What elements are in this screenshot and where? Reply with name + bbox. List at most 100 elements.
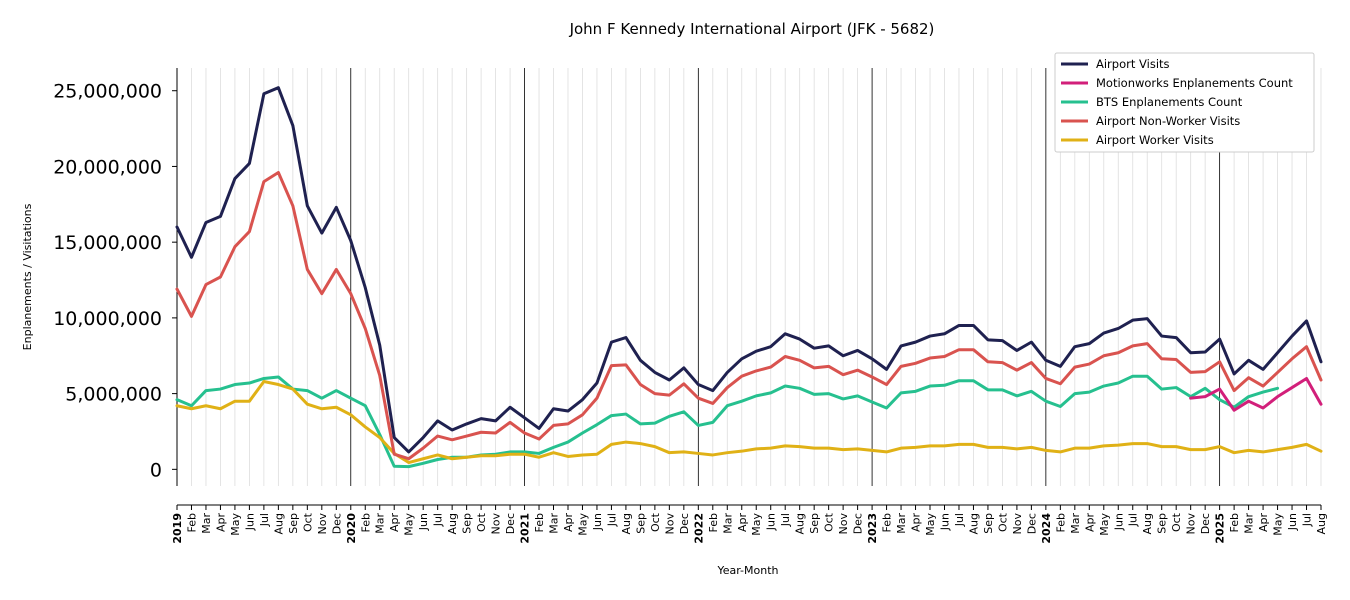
x-tick-label: Jun — [243, 513, 256, 531]
y-tick-label: 5,000,000 — [65, 384, 162, 406]
x-tick-label: Apr — [214, 513, 227, 533]
x-tick-label: Jul — [1301, 513, 1314, 527]
x-tick-label: Feb — [881, 513, 894, 532]
x-tick-label: May — [1098, 513, 1111, 536]
y-tick-label: 15,000,000 — [53, 232, 162, 254]
series-line-airport-visits — [175, 86, 1323, 454]
x-tick-label: May — [924, 513, 937, 536]
x-tick-label: Jul — [258, 513, 271, 527]
x-tick-label: Mar — [548, 513, 561, 534]
series-line-motionworks-enplanements-count — [1189, 376, 1323, 412]
x-tick-label: Mar — [721, 513, 734, 534]
x-tick-label: Dec — [852, 513, 865, 534]
y-axis-label: Enplanements / Visitations — [21, 203, 34, 350]
x-tick-label: Apr — [562, 513, 575, 533]
x-tick-label: Jun — [1286, 513, 1299, 531]
y-tick-label: 25,000,000 — [53, 81, 162, 103]
y-tick-label: 10,000,000 — [53, 308, 162, 330]
x-tick-label: 2021 — [519, 513, 532, 544]
x-tick-label: Aug — [1315, 513, 1328, 534]
y-tick-label: 0 — [150, 459, 162, 481]
x-tick-label: Mar — [1069, 513, 1082, 534]
x-tick-label: Aug — [794, 513, 807, 534]
x-tick-label: Apr — [736, 513, 749, 533]
x-tick-label: May — [229, 513, 242, 536]
y-axis-ticks: 0 5,000,000 10,000,000 15,000,000 20,000,000… — [53, 81, 177, 481]
x-tick-label: Sep — [634, 513, 647, 534]
x-tick-label: Feb — [359, 513, 372, 532]
legend-label: BTS Enplanements Count — [1096, 95, 1243, 109]
x-tick-label: Apr — [388, 513, 401, 533]
x-tick-label: Jun — [591, 513, 604, 531]
x-tick-label: Jul — [432, 513, 445, 527]
x-tick-label: Aug — [967, 513, 980, 534]
x-tick-label: Feb — [707, 513, 720, 532]
x-tick-label: Jun — [938, 513, 951, 531]
x-tick-label: Dec — [678, 513, 691, 534]
x-tick-label: Oct — [649, 512, 662, 532]
x-tick-label: Mar — [1243, 513, 1256, 534]
legend-box — [1054, 52, 1315, 153]
x-tick-label: 2019 — [171, 513, 184, 544]
x-tick-label: Feb — [1054, 513, 1067, 532]
x-tick-label: Aug — [272, 513, 285, 534]
x-tick-label: Aug — [620, 513, 633, 534]
x-tick-label: Feb — [185, 513, 198, 532]
x-tick-label: Mar — [200, 513, 213, 534]
y-tick-label: 20,000,000 — [53, 156, 162, 178]
x-tick-label: 2025 — [1214, 513, 1227, 544]
x-tick-label: Jun — [765, 513, 778, 531]
x-tick-label: Nov — [1011, 513, 1024, 535]
series-line-airport-worker-visits — [175, 380, 1323, 465]
x-tick-label: May — [1272, 513, 1285, 536]
x-tick-label: 2020 — [345, 513, 358, 544]
x-tick-label: Dec — [1025, 513, 1038, 534]
series-lines — [175, 86, 1323, 469]
x-tick-label: Jun — [417, 513, 430, 531]
x-tick-label: Nov — [663, 513, 676, 535]
x-tick-label: Sep — [287, 513, 300, 534]
x-tick-label: Sep — [461, 513, 474, 534]
legend: Airport Visits Motionworks Enplanements C… — [1054, 52, 1315, 153]
x-tick-label: May — [750, 513, 763, 536]
legend-label: Airport Visits — [1096, 57, 1170, 71]
x-tick-label: Apr — [1083, 513, 1096, 533]
x-tick-label: Dec — [330, 513, 343, 534]
x-tick-label: Dec — [504, 513, 517, 534]
x-tick-label: Aug — [446, 513, 459, 534]
x-tick-label: Sep — [982, 513, 995, 534]
x-tick-label: Apr — [1257, 513, 1270, 533]
x-tick-label: Oct — [823, 512, 836, 532]
legend-label: Motionworks Enplanements Count — [1096, 76, 1293, 90]
x-tick-label: Apr — [910, 513, 923, 533]
x-tick-label: Oct — [301, 512, 314, 532]
x-axis-label: Year-Month — [716, 564, 778, 577]
x-tick-label: Jun — [1112, 513, 1125, 531]
x-tick-label: Jul — [1127, 513, 1140, 527]
x-tick-label: Sep — [808, 513, 821, 534]
x-tick-label: Oct — [1170, 512, 1183, 532]
x-tick-label: Dec — [1199, 513, 1212, 534]
x-tick-label: Feb — [1228, 513, 1241, 532]
legend-label: Airport Worker Visits — [1096, 133, 1214, 147]
x-tick-label: May — [576, 513, 589, 536]
x-tick-label: Oct — [996, 512, 1009, 532]
x-tick-label: Jul — [605, 513, 618, 527]
x-tick-label: Mar — [895, 513, 908, 534]
chart-title: John F Kennedy International Airport (JF… — [569, 20, 935, 38]
legend-label: Airport Non-Worker Visits — [1096, 114, 1240, 128]
x-tick-label: Feb — [533, 513, 546, 532]
x-tick-label: Nov — [316, 513, 329, 535]
x-tick-label: Nov — [837, 513, 850, 535]
x-tick-label: Jul — [953, 513, 966, 527]
series-line-bts-enplanements-count — [175, 374, 1280, 469]
x-tick-label: Nov — [1185, 513, 1198, 535]
x-axis-ticks: 2019 Feb Mar Apr May Jun Jul Aug Sep Oct Nov Dec 202… — [171, 505, 1328, 544]
x-tick-label: May — [403, 513, 416, 536]
x-tick-label: Jul — [779, 513, 792, 527]
gridlines — [176, 68, 1322, 486]
x-tick-label: 2023 — [866, 513, 879, 544]
series-line-airport-non-worker-visits — [175, 171, 1323, 461]
